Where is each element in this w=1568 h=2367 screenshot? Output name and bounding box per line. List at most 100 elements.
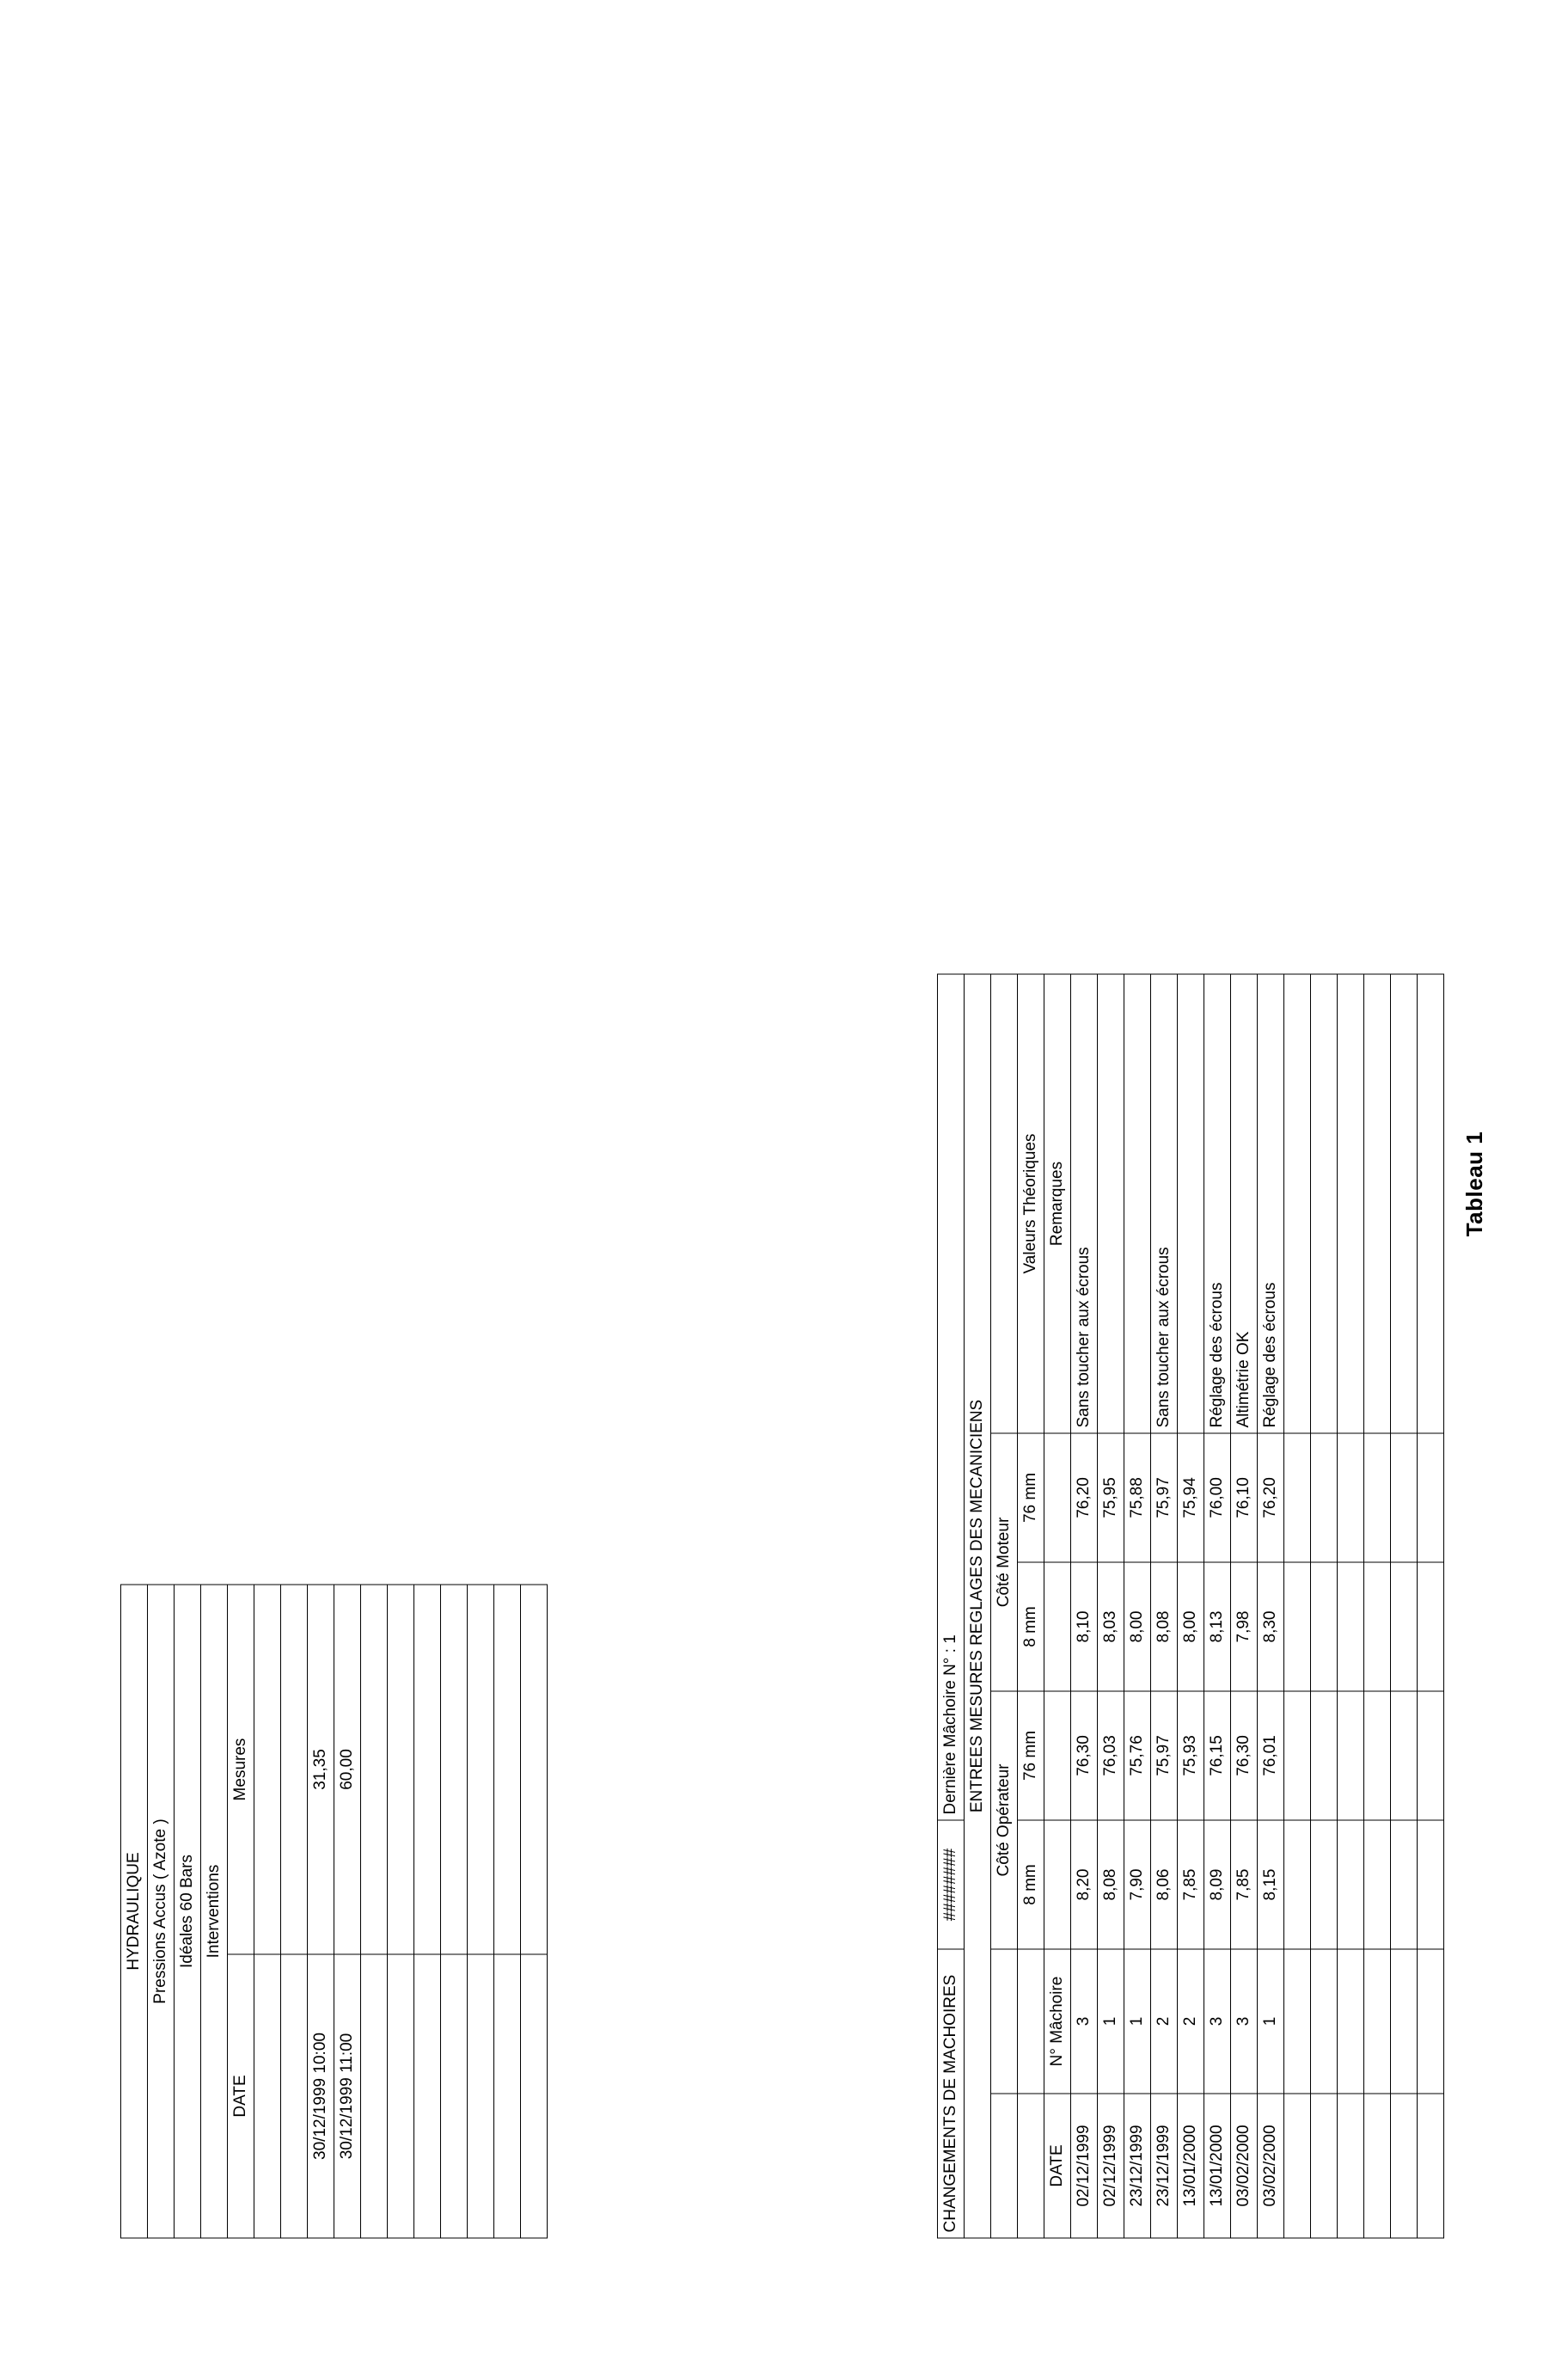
cell-machoire: 2 bbox=[1151, 1949, 1178, 2094]
cell-op-76mm: 75,76 bbox=[1124, 1691, 1151, 1820]
cell-mesure bbox=[281, 1585, 308, 1954]
hydraulic-title: HYDRAULIQUE bbox=[121, 1585, 148, 2238]
cell-date: 30/12/1999 11:00 bbox=[334, 1954, 361, 2238]
main-units-row: 8 mm 76 mm 8 mm 76 mm Valeurs Théoriques bbox=[1018, 973, 1044, 2237]
cell-machoire bbox=[1418, 1949, 1444, 2094]
cell-machoire: 1 bbox=[1124, 1949, 1151, 2094]
table-row: 13/01/2000 2 7,85 75,93 8,00 75,94 bbox=[1178, 973, 1204, 2237]
hydraulic-title-row: HYDRAULIQUE bbox=[121, 1585, 148, 2238]
cell-date: 23/12/1999 bbox=[1124, 2094, 1151, 2238]
cell-op-8mm bbox=[1418, 1820, 1444, 1949]
cell-op-8mm: 8,06 bbox=[1151, 1820, 1178, 1949]
cell-remarque: Réglage des écrous bbox=[1258, 973, 1284, 1432]
cell-op-76mm: 75,93 bbox=[1178, 1691, 1204, 1820]
table-row bbox=[1338, 973, 1364, 2237]
cell-mo-76mm: 76,00 bbox=[1204, 1433, 1231, 1562]
cell-remarque bbox=[1391, 973, 1418, 1432]
table-row bbox=[254, 1585, 281, 2238]
cell-op-76mm: 76,30 bbox=[1071, 1691, 1098, 1820]
table-row bbox=[521, 1585, 548, 2238]
cell-date bbox=[1338, 2094, 1364, 2238]
hydraulic-interventions-label: Interventions bbox=[201, 1585, 228, 2238]
cell-mo-76mm bbox=[1284, 1433, 1311, 1562]
table-row bbox=[468, 1585, 494, 2238]
main-subtitle-row: ENTREES MESURES REGLAGES DES MECANICIENS bbox=[965, 973, 991, 2237]
table-row: 23/12/1999 1 7,90 75,76 8,00 75,88 bbox=[1124, 973, 1151, 2237]
cell-date bbox=[1284, 2094, 1311, 2238]
cell-remarque: Sans toucher aux écrous bbox=[1151, 973, 1178, 1432]
table-row bbox=[414, 1585, 441, 2238]
table-row: 13/01/2000 3 8,09 76,15 8,13 76,00 Régla… bbox=[1204, 973, 1231, 2237]
cell-op-76mm bbox=[1338, 1691, 1364, 1820]
table-row: 30/12/1999 10:00 31,35 bbox=[308, 1585, 334, 2238]
cell-op-8mm: 8,08 bbox=[1098, 1820, 1124, 1949]
hydraulic-table-container: HYDRAULIQUE Pressions Accus ( Azote ) Id… bbox=[120, 1585, 548, 2238]
cell-mo-76mm bbox=[1364, 1433, 1391, 1562]
unit-mo-8mm: 8 mm bbox=[1018, 1562, 1044, 1691]
main-title-right: Dernière Mâchoire N° : 1 bbox=[938, 973, 965, 1819]
cell-date: 23/12/1999 bbox=[1151, 2094, 1178, 2238]
hydraulic-interventions-row: Interventions bbox=[201, 1585, 228, 2238]
cell-mo-8mm bbox=[1338, 1562, 1364, 1691]
cell-date bbox=[521, 1954, 548, 2238]
col-mo-8mm bbox=[1044, 1562, 1071, 1691]
cell-op-76mm: 76,15 bbox=[1204, 1691, 1231, 1820]
cell-mo-8mm bbox=[1418, 1562, 1444, 1691]
cell-mesure: 60,00 bbox=[334, 1585, 361, 1954]
cell-mo-76mm bbox=[1391, 1433, 1418, 1562]
table-row bbox=[1284, 973, 1311, 2237]
unit-valeurs-theoriques: Valeurs Théoriques bbox=[1018, 973, 1044, 1432]
group-spacer-date bbox=[991, 2094, 1018, 2238]
col-machoire: N° Mâchoire bbox=[1044, 1949, 1071, 2094]
cell-machoire bbox=[1338, 1949, 1364, 2094]
table-row: 02/12/1999 1 8,08 76,03 8,03 75,95 bbox=[1098, 973, 1124, 2237]
cell-remarque: Altimétrie OK bbox=[1231, 973, 1258, 1432]
cell-mo-8mm: 8,08 bbox=[1151, 1562, 1178, 1691]
cell-machoire: 3 bbox=[1071, 1949, 1098, 2094]
table-row bbox=[441, 1585, 468, 2238]
cell-op-76mm bbox=[1364, 1691, 1391, 1820]
main-subtitle: ENTREES MESURES REGLAGES DES MECANICIENS bbox=[965, 973, 991, 2237]
col-remarques: Remarques bbox=[1044, 973, 1071, 1432]
cell-mo-76mm: 76,20 bbox=[1258, 1433, 1284, 1562]
cell-op-8mm: 8,20 bbox=[1071, 1820, 1098, 1949]
cell-mo-8mm: 8,00 bbox=[1178, 1562, 1204, 1691]
cell-op-76mm bbox=[1284, 1691, 1311, 1820]
cell-mesure bbox=[254, 1585, 281, 1954]
cell-machoire bbox=[1311, 1949, 1338, 2094]
cell-remarque: Sans toucher aux écrous bbox=[1071, 973, 1098, 1432]
cell-machoire: 1 bbox=[1098, 1949, 1124, 2094]
table-row: 23/12/1999 2 8,06 75,97 8,08 75,97 Sans … bbox=[1151, 973, 1178, 2237]
cell-mesure: 31,35 bbox=[308, 1585, 334, 1954]
table-row bbox=[1364, 973, 1391, 2237]
cell-date: 02/12/1999 bbox=[1071, 2094, 1098, 2238]
unit-op-8mm: 8 mm bbox=[1018, 1820, 1044, 1949]
cell-op-76mm: 76,03 bbox=[1098, 1691, 1124, 1820]
cell-date bbox=[388, 1954, 414, 2238]
table-row: 03/02/2000 1 8,15 76,01 8,30 76,20 Régla… bbox=[1258, 973, 1284, 2237]
cell-date bbox=[254, 1954, 281, 2238]
cell-remarque bbox=[1284, 973, 1311, 1432]
hydraulic-subtitle-line2: Idéales 60 Bars bbox=[175, 1585, 201, 2238]
table-row bbox=[1311, 973, 1338, 2237]
cell-op-76mm bbox=[1418, 1691, 1444, 1820]
cell-remarque bbox=[1311, 973, 1338, 1432]
hydraulic-table: HYDRAULIQUE Pressions Accus ( Azote ) Id… bbox=[120, 1584, 548, 2238]
table-row bbox=[494, 1585, 521, 2238]
machoires-table: CHANGEMENTS DE MACHOIRES ######## Derniè… bbox=[937, 973, 1444, 2238]
table-row bbox=[281, 1585, 308, 2238]
main-header-row: DATE N° Mâchoire Remarques bbox=[1044, 973, 1071, 2237]
cell-mo-8mm: 7,98 bbox=[1231, 1562, 1258, 1691]
hydraulic-subtitle-line1: Pressions Accus ( Azote ) bbox=[148, 1585, 175, 2238]
cell-remarque bbox=[1364, 973, 1391, 1432]
group-cote-moteur: Côté Moteur bbox=[991, 1433, 1018, 1691]
cell-mo-8mm: 8,13 bbox=[1204, 1562, 1231, 1691]
cell-mo-8mm bbox=[1391, 1562, 1418, 1691]
cell-mo-8mm: 8,00 bbox=[1124, 1562, 1151, 1691]
hydraulic-subtitle-row-1: Pressions Accus ( Azote ) bbox=[148, 1585, 175, 2238]
cell-mo-8mm bbox=[1284, 1562, 1311, 1691]
cell-op-8mm bbox=[1311, 1820, 1338, 1949]
cell-op-8mm: 8,09 bbox=[1204, 1820, 1231, 1949]
hydraulic-subtitle-row-2: Idéales 60 Bars bbox=[175, 1585, 201, 2238]
group-spacer-machoire bbox=[991, 1949, 1018, 2094]
